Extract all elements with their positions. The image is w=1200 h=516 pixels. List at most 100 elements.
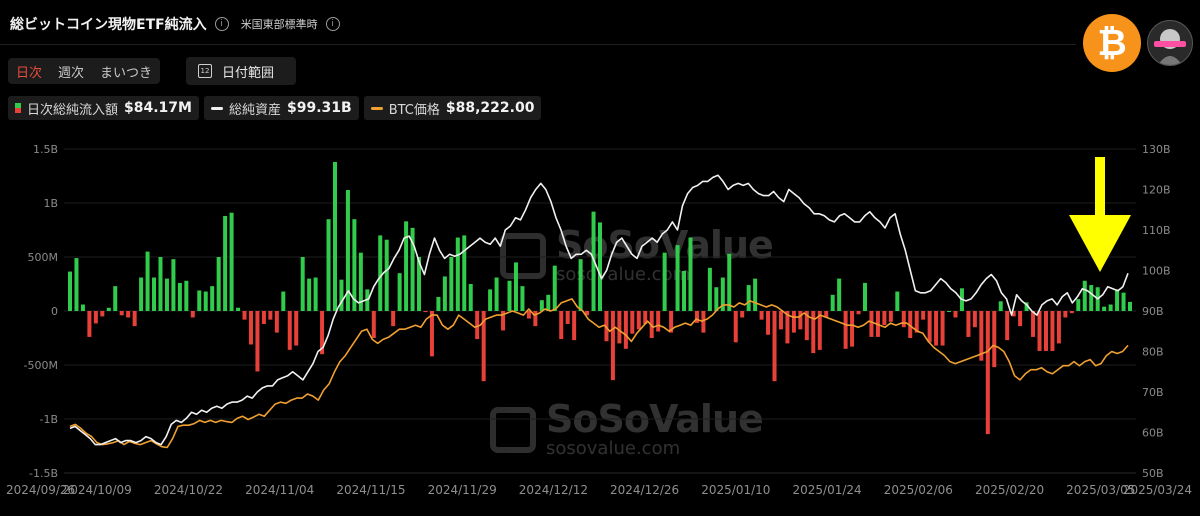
inflow-bar	[229, 212, 234, 311]
outflow-bar	[423, 311, 428, 313]
right-tick-label: 70B	[1142, 386, 1164, 399]
outflow-bar	[565, 311, 570, 324]
right-tick-label: 60B	[1142, 427, 1164, 440]
outflow-bar	[979, 311, 984, 361]
inflow-bar	[1108, 304, 1113, 311]
net-assets-line	[69, 174, 1129, 446]
outflow-bar	[643, 311, 648, 324]
outflow-bar	[572, 311, 577, 341]
inflow-bar	[1121, 292, 1126, 311]
calendar-icon: 12	[198, 64, 212, 78]
outflow-bar	[811, 311, 816, 354]
tab-monthly[interactable]: まいつき	[100, 65, 153, 81]
left-tick-label: 1B	[43, 197, 58, 210]
inflow-bar	[520, 286, 525, 311]
outflow-bar	[559, 311, 564, 340]
outflow-bar	[656, 311, 661, 332]
right-tick-label: 80B	[1142, 346, 1164, 359]
outflow-bar	[93, 311, 98, 324]
inflow-bar	[74, 258, 79, 311]
x-tick-label: 2024/11/15	[336, 483, 405, 497]
inflow-bar	[326, 219, 331, 311]
inflow-bar	[552, 265, 557, 311]
inflow-bar	[158, 257, 163, 311]
right-tick-label: 120B	[1142, 184, 1171, 197]
outflow-bar	[791, 311, 796, 333]
left-axis: 1.5B 1B 500M 0 -500M -1B -1.5B	[24, 143, 58, 480]
inflow-bar	[707, 267, 712, 311]
left-tick-label: -500M	[24, 359, 58, 372]
outflow-bar	[772, 311, 777, 382]
outflow-bar	[1069, 311, 1074, 314]
inflow-bar	[307, 278, 312, 311]
inflow-bar	[1127, 301, 1133, 311]
inflow-bar	[145, 251, 150, 311]
btc-price-line	[69, 298, 1129, 449]
outflow-bar	[100, 311, 105, 317]
outflow-bar	[287, 311, 292, 350]
outflow-bar	[927, 311, 932, 343]
tab-daily[interactable]: 日次	[16, 65, 43, 81]
watermark-site: sosovalue.com	[546, 438, 681, 459]
inflow-bar	[1102, 306, 1107, 311]
right-tick-label: 90B	[1142, 305, 1164, 318]
inflow-bar	[164, 278, 169, 311]
chart-header: 総ビットコイン現物ETF純流入 i 米国東部標準時 i	[10, 14, 340, 34]
outflow-bar	[501, 311, 506, 331]
inflow-bar	[223, 215, 228, 311]
chart-title: 総ビットコイン現物ETF純流入	[10, 17, 207, 33]
inflow-bar	[468, 284, 473, 311]
outflow-bar	[972, 311, 977, 328]
inflow-bar	[177, 282, 182, 311]
left-tick-label: -1B	[39, 413, 58, 426]
x-tick-label: 2024/10/09	[63, 483, 132, 497]
outflow-bar	[391, 311, 396, 327]
chart-annotations	[1069, 157, 1131, 272]
outflow-bar	[740, 311, 745, 318]
outflow-bar	[843, 311, 848, 349]
inflow-bar	[513, 262, 518, 311]
legend-item-net-assets[interactable]: 総純資産 $99.31B	[203, 96, 359, 120]
inflow-bar	[152, 277, 157, 311]
inflow-bar	[947, 311, 952, 312]
inflow-bar	[837, 278, 842, 311]
legend-item-btc-price[interactable]: BTC価格 $88,222.00	[363, 96, 542, 120]
outflow-bar	[940, 311, 945, 346]
outflow-bar	[261, 311, 266, 324]
outflow-bar	[649, 311, 654, 338]
outflow-bar	[132, 311, 137, 327]
inflow-bar	[688, 237, 693, 311]
outflow-bar	[733, 311, 738, 343]
x-tick-label: 2024/09/26	[6, 483, 75, 497]
inflow-bar	[675, 245, 680, 311]
outflow-bar	[429, 311, 434, 357]
inflow-bar	[171, 259, 176, 311]
sosovalue-logo-icon	[500, 232, 546, 279]
outflow-bar	[1050, 311, 1055, 351]
inflow-bar	[313, 277, 318, 311]
x-tick-label: 2025/03/24	[1123, 483, 1192, 497]
inflow-bar	[332, 161, 338, 311]
outflow-bar	[481, 311, 486, 382]
inflow-bar	[714, 287, 719, 311]
outflow-bar	[623, 311, 628, 349]
watermark-site: sosovalue.com	[556, 264, 691, 285]
outflow-bar	[914, 311, 919, 333]
inflow-bar	[106, 307, 111, 311]
outflow-bar	[1018, 311, 1023, 327]
legend-label: BTC価格	[388, 102, 440, 118]
legend-item-net-inflow[interactable]: 日次総純流入額 $84.17M	[8, 96, 199, 120]
title-info-icon[interactable]: i	[214, 17, 229, 31]
date-range-button[interactable]: 12 日付範囲	[186, 57, 296, 85]
timezone-info-icon[interactable]: i	[325, 17, 340, 31]
outflow-bar	[1031, 311, 1036, 337]
tab-weekly[interactable]: 週次	[58, 65, 85, 81]
outflow-bar	[1011, 311, 1016, 317]
outflow-bar	[255, 311, 260, 372]
inflow-bar	[197, 290, 202, 311]
inflow-bar	[442, 276, 447, 311]
inflow-bar	[417, 257, 422, 311]
outflow-bar	[985, 311, 990, 435]
outflow-bar	[850, 311, 855, 347]
inflow-bar	[1076, 299, 1081, 311]
